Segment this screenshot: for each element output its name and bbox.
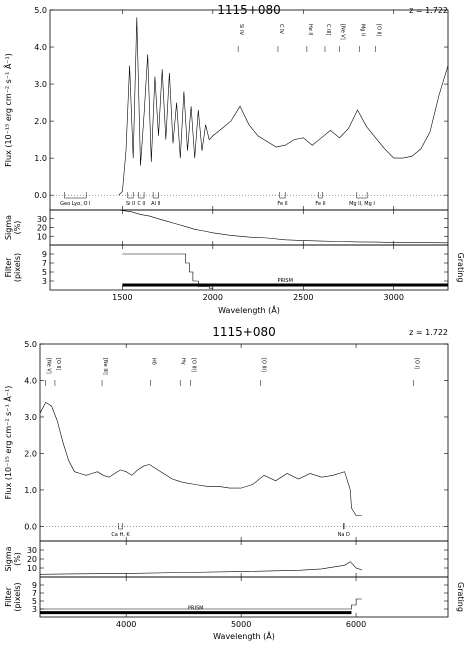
- flux-tick-label: 2.0: [34, 117, 47, 126]
- grating-axis-label: Grating: [456, 582, 465, 612]
- filter-series-line: [40, 598, 362, 610]
- flux-axis-label: Flux (10⁻¹⁵ erg cm⁻² s⁻¹ Å⁻¹): [2, 53, 13, 167]
- filter-tick-label: 5: [42, 268, 47, 277]
- sigma-tick-label: 30: [27, 546, 37, 555]
- redshift-label: z = 1.722: [409, 6, 448, 15]
- emission-line-label: [Ne III]: [102, 358, 108, 375]
- sigma-axis-unit: (%): [13, 552, 22, 566]
- flux-tick-label: 0.0: [34, 191, 47, 200]
- x-axis-label: Wavelength (Å): [218, 304, 280, 315]
- flux-tick-label: 5.0: [34, 6, 47, 15]
- emission-line-label: C III]: [325, 24, 331, 36]
- filter-axis-label: Filter: [4, 586, 13, 607]
- filter-tick-label: 9: [32, 581, 37, 590]
- flux-tick-label: 3.0: [34, 80, 47, 89]
- filter-series-line: [122, 253, 213, 289]
- absorption-line-label: Fe II: [315, 201, 325, 207]
- absorption-line-label: Si II: [126, 201, 135, 207]
- filter-axis-label: Filter: [4, 257, 13, 278]
- x-tick-label: 2500: [293, 293, 313, 302]
- absorption-line-label: Geo Lyα, O I: [60, 201, 90, 207]
- absorption-line-bracket: [64, 192, 87, 199]
- grating-bar-label: PRISM: [188, 606, 203, 612]
- flux-tick-label: 0.0: [24, 522, 37, 531]
- filter-tick-label: 7: [32, 589, 37, 598]
- sigma-panel-frame: [49, 209, 449, 246]
- sigma-axis-unit: (%): [13, 221, 22, 235]
- flux-panel-frame: [39, 343, 449, 542]
- filter-panel-frame: [49, 244, 449, 291]
- flux-tick-label: 3.0: [24, 413, 37, 422]
- filter-tick-label: 3: [32, 605, 37, 614]
- x-axis-label: Wavelength (Å): [213, 630, 275, 641]
- absorption-line-bracket: [152, 192, 159, 199]
- absorption-line-label: C II: [137, 201, 145, 207]
- absorption-line-label: Ca H, K: [111, 532, 130, 538]
- absorption-line-bracket: [138, 192, 145, 199]
- flux-series-line: [118, 17, 449, 196]
- filter-tick-label: 9: [42, 250, 47, 259]
- sigma-series-line: [39, 561, 362, 575]
- sigma-axis-label: Sigma: [4, 215, 13, 240]
- flux-tick-label: 1.0: [34, 154, 47, 163]
- redshift-label: z = 1.722: [409, 328, 448, 337]
- x-tick-label: 6000: [346, 620, 366, 629]
- flux-tick-label: 2.0: [24, 449, 37, 458]
- absorption-line-label: Na D: [338, 532, 350, 538]
- x-tick-label: 4000: [116, 620, 136, 629]
- emission-line-label: Hγ: [180, 358, 186, 365]
- sigma-tick-label: 10: [27, 564, 37, 573]
- emission-line-label: Si IV: [238, 24, 244, 36]
- emission-line-label: He II: [307, 24, 313, 35]
- flux-series-line: [39, 401, 362, 516]
- emission-line-label: [O II]: [55, 358, 61, 370]
- flux-tick-label: 4.0: [34, 43, 47, 52]
- sigma-series-line: [118, 209, 449, 244]
- spectrum-chart-bottom: 1115+080 z = 1.722 4000 5000 6000 0.0 1.0 2.0 3.…: [2, 325, 465, 641]
- flux-panel-frame: [49, 9, 449, 211]
- filter-axis-unit: (pixels): [13, 582, 22, 611]
- sigma-tick-label: 20: [37, 224, 47, 233]
- sigma-axis-label: Sigma: [4, 546, 13, 571]
- emission-line-label: [Ne V]: [339, 24, 345, 40]
- sigma-tick-label: 20: [27, 555, 37, 564]
- emission-line-label: C IV: [278, 24, 284, 35]
- emission-line-label: [O III]: [261, 358, 267, 372]
- absorption-line-bracket: [356, 192, 368, 199]
- absorption-line-bracket: [118, 523, 123, 530]
- sigma-tick-label: 30: [37, 215, 47, 224]
- x-tick-label: 2000: [203, 293, 223, 302]
- absorption-line-bracket: [343, 523, 345, 530]
- emission-line-label: [O III]: [191, 358, 197, 372]
- absorption-line-label: Al II: [151, 201, 160, 207]
- emission-line-label: Hδ: [150, 358, 156, 365]
- sigma-tick-label: 10: [37, 232, 47, 241]
- emission-line-label: Mg II: [359, 24, 365, 36]
- grating-bar-label: PRISM: [277, 278, 292, 284]
- filter-tick-label: 7: [42, 259, 47, 268]
- absorption-line-label: Fe II: [277, 201, 287, 207]
- filter-panel-frame: [39, 576, 449, 618]
- absorption-line-label: Mg II, Mg I: [349, 201, 375, 207]
- chart-title: 1115+080: [212, 325, 276, 339]
- absorption-line-bracket: [279, 192, 286, 199]
- emission-line-label: [O I]: [414, 358, 420, 369]
- flux-tick-label: 5.0: [24, 340, 37, 349]
- flux-axis-label: Flux (10⁻¹⁵ erg cm⁻² s⁻¹ Å⁻¹): [2, 386, 13, 500]
- filter-tick-label: 5: [32, 597, 37, 606]
- absorption-line-bracket: [318, 192, 323, 199]
- x-tick-label: 5000: [231, 620, 251, 629]
- filter-axis-unit: (pixels): [13, 253, 22, 282]
- x-tick-label: 3000: [384, 293, 404, 302]
- flux-tick-label: 4.0: [24, 376, 37, 385]
- grating-axis-label: Grating: [456, 253, 465, 283]
- absorption-line-bracket: [127, 192, 134, 199]
- emission-line-label: [Ne V]: [46, 358, 52, 374]
- x-tick-label: 1500: [112, 293, 132, 302]
- filter-tick-label: 3: [42, 277, 47, 286]
- flux-tick-label: 1.0: [24, 486, 37, 495]
- emission-line-label: [O II]: [376, 24, 382, 36]
